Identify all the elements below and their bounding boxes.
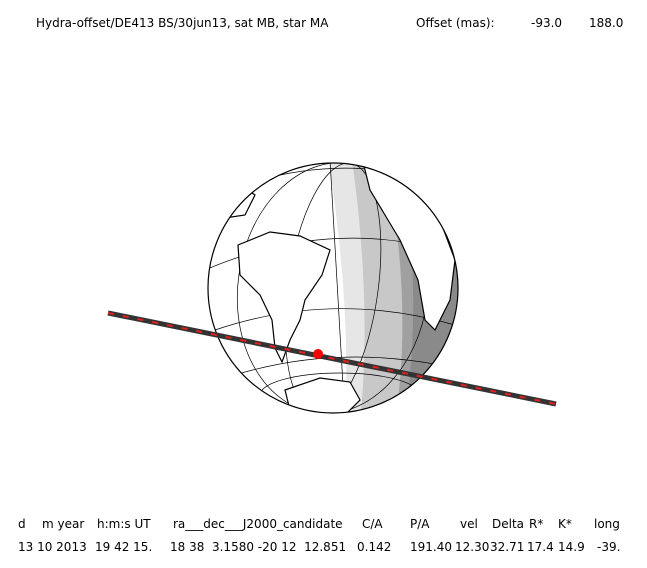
cell: -39. <box>597 540 620 554</box>
cell: 18 38 3.1580 -20 12 12.851 <box>170 540 346 554</box>
cell: 14.9 <box>558 540 585 554</box>
cell: 13 10 2013 <box>18 540 87 554</box>
offset-value: -93.0 <box>531 16 562 30</box>
map-title: Hydra-offset/DE413 BS/30jun13, sat MB, s… <box>36 16 329 30</box>
track-marks <box>107 312 557 405</box>
column-header: ra___dec___J2000_candidate <box>173 517 343 531</box>
cell: 32.71 <box>490 540 524 554</box>
column-header: vel <box>460 517 478 531</box>
closest-approach <box>313 349 323 359</box>
cell: 19 42 15. <box>95 540 152 554</box>
table-values: 13 10 2013 19 42 15. 18 38 3.1580 -20 12… <box>18 540 620 554</box>
offset-label: Offset (mas): <box>416 16 495 30</box>
column-header: K* <box>558 517 572 531</box>
column-header: m year <box>42 517 84 531</box>
column-header: long <box>594 517 620 531</box>
cell: 12.30 <box>455 540 489 554</box>
column-header: C/A <box>362 517 383 531</box>
column-header: d <box>18 517 26 531</box>
cell: 17.4 <box>527 540 554 554</box>
column-header: P/A <box>410 517 430 531</box>
column-header: Delta <box>492 517 524 531</box>
table-header: d m year h:m:s UT ra___dec___J2000_candi… <box>18 517 620 531</box>
globe-outline <box>207 162 459 414</box>
offset-value: 188.0 <box>589 16 623 30</box>
cell: 0.142 <box>357 540 391 554</box>
cell: 191.40 <box>410 540 452 554</box>
column-header: R* <box>529 517 543 531</box>
column-header: h:m:s UT <box>97 517 151 531</box>
